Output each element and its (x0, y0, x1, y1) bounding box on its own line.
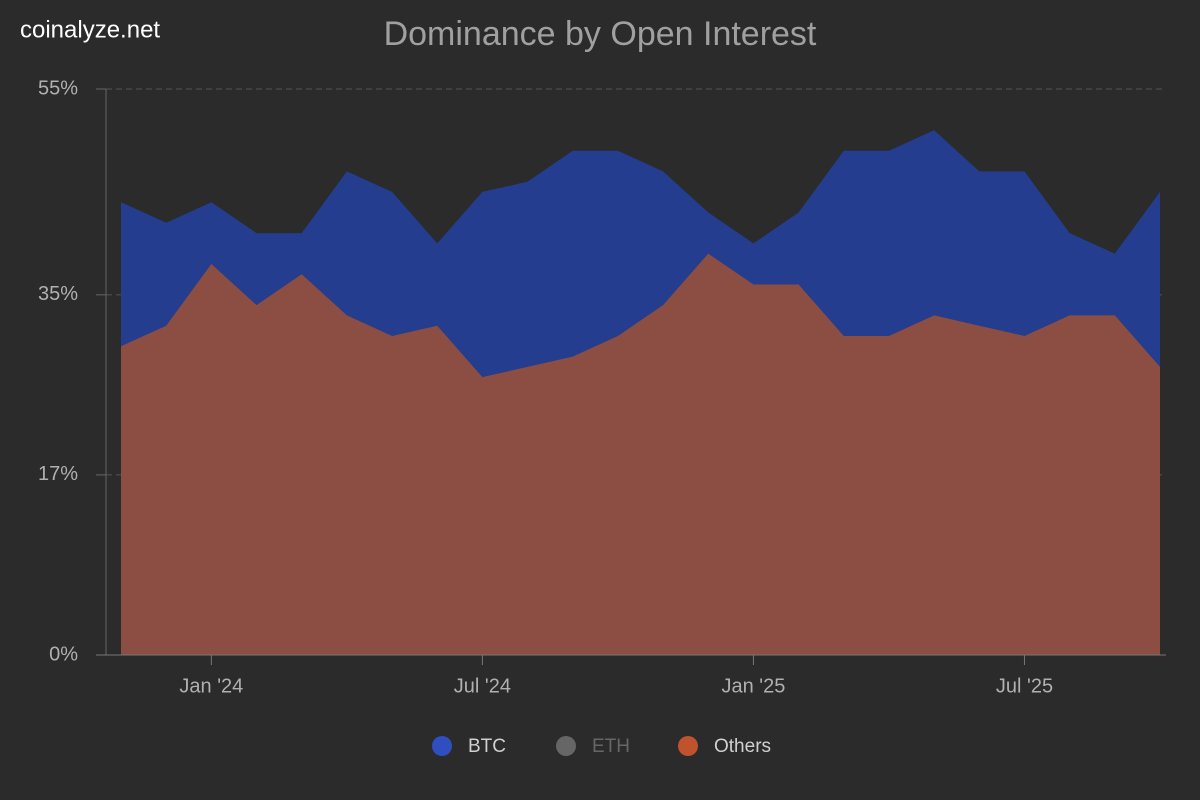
legend-marker (678, 736, 698, 756)
legend-item[interactable]: Others (678, 736, 771, 757)
x-tick-label: Jan '25 (721, 675, 785, 697)
y-tick-label: 55% (38, 77, 78, 99)
legend-item[interactable]: ETH (556, 736, 630, 757)
legend-label: Others (714, 736, 771, 757)
area (121, 253, 1160, 655)
legend-marker (556, 736, 576, 756)
source-label: coinalyze.net (20, 16, 160, 43)
chart-title: Dominance by Open Interest (384, 15, 817, 53)
x-tick-label: Jan '24 (179, 675, 243, 697)
legend-marker (432, 736, 452, 756)
legend-label: BTC (468, 736, 506, 757)
x-tick-label: Jul '24 (454, 675, 511, 697)
y-tick-label: 17% (38, 463, 78, 485)
y-tick-label: 0% (49, 643, 78, 665)
legend-label: ETH (592, 736, 630, 757)
x-tick-label: Jul '25 (996, 675, 1053, 697)
legend-item[interactable]: BTC (432, 736, 506, 757)
y-tick-label: 35% (38, 283, 78, 305)
